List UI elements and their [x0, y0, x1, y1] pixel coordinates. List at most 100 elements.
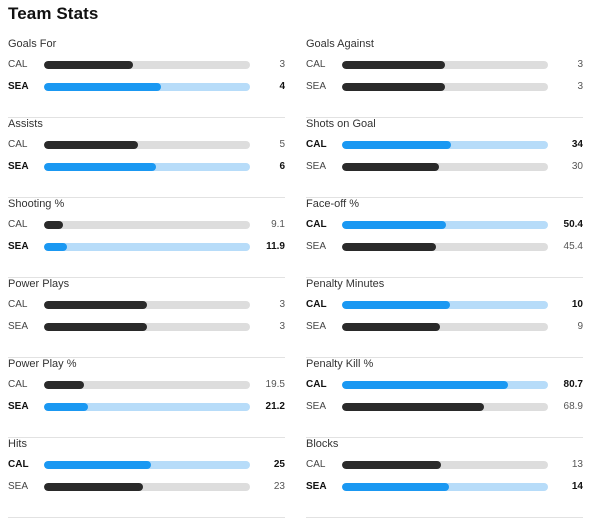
stat-bar-track — [342, 381, 548, 389]
divider — [8, 277, 285, 278]
divider — [306, 357, 583, 358]
team-abbr: CAL — [8, 459, 29, 470]
stat-bar-fill — [44, 381, 84, 389]
stat-bar-track — [342, 221, 548, 229]
stat-bar-track — [44, 163, 250, 171]
team-row-cal: CAL 10 — [306, 297, 583, 313]
stat-bar-fill — [342, 221, 446, 229]
stat-blocks: Blocks CAL 13 SEA 14 — [306, 438, 583, 518]
stat-face-off: Face-off % CAL 50.4 SEA 45.4 — [306, 198, 583, 278]
stat-label: Power Plays — [8, 278, 70, 290]
divider — [306, 197, 583, 198]
stat-penalty-kill: Penalty Kill % CAL 80.7 SEA 68.9 — [306, 358, 583, 438]
stat-label: Penalty Minutes — [306, 278, 385, 290]
stat-value: 14 — [571, 481, 583, 492]
team-row-sea: SEA 21.2 — [8, 399, 285, 415]
team-abbr: SEA — [306, 401, 327, 412]
team-row-sea: SEA 11.9 — [8, 239, 285, 255]
team-abbr: CAL — [8, 379, 28, 390]
divider — [306, 437, 583, 438]
team-row-cal: CAL 3 — [306, 57, 583, 73]
team-row-sea: SEA 4 — [8, 79, 285, 95]
stat-bar-track — [342, 403, 548, 411]
stat-bar-track — [44, 483, 250, 491]
stat-value: 3 — [279, 321, 285, 332]
stat-label: Face-off % — [306, 198, 359, 210]
team-row-cal: CAL 3 — [8, 57, 285, 73]
stat-bar-track — [44, 61, 250, 69]
stat-bar-fill — [342, 243, 436, 251]
stat-label: Goals Against — [306, 38, 374, 50]
stat-value: 25 — [273, 459, 285, 470]
stat-assists: Assists CAL 5 SEA 6 — [8, 118, 285, 198]
stat-bar-fill — [342, 403, 484, 411]
stat-value: 3 — [577, 81, 583, 92]
stat-bar-fill — [342, 483, 449, 491]
stat-label: Blocks — [306, 438, 339, 450]
team-abbr: CAL — [306, 219, 327, 230]
stat-bar-track — [342, 83, 548, 91]
stat-value: 10 — [571, 299, 583, 310]
stat-bar-fill — [342, 381, 508, 389]
team-abbr: SEA — [8, 401, 29, 412]
stat-value: 68.9 — [563, 401, 583, 412]
stat-bar-fill — [342, 163, 439, 171]
stat-value: 13 — [571, 459, 583, 470]
stat-value: 80.7 — [563, 379, 583, 390]
stat-bar-fill — [44, 243, 67, 251]
stat-bar-track — [44, 381, 250, 389]
stat-goals-for: Goals For CAL 3 SEA 4 — [8, 38, 285, 118]
team-row-cal: CAL 3 — [8, 297, 285, 313]
stat-bar-track — [342, 301, 548, 309]
team-abbr: SEA — [306, 481, 327, 492]
stat-shooting: Shooting % CAL 9.1 SEA 11.9 — [8, 198, 285, 278]
team-row-sea: SEA 3 — [306, 79, 583, 95]
team-row-sea: SEA 45.4 — [306, 239, 583, 255]
team-row-cal: CAL 19.5 — [8, 377, 285, 393]
team-abbr: SEA — [8, 321, 29, 332]
stat-bar-track — [342, 163, 548, 171]
stat-label: Assists — [8, 118, 43, 130]
stat-bar-fill — [342, 141, 451, 149]
divider — [8, 117, 285, 118]
page-title: Team Stats — [8, 4, 99, 23]
team-abbr: SEA — [306, 161, 327, 172]
team-abbr: SEA — [306, 81, 327, 92]
stat-bar-track — [44, 83, 250, 91]
stat-bar-track — [342, 323, 548, 331]
team-abbr: SEA — [8, 241, 29, 252]
stat-label: Hits — [8, 438, 27, 450]
stat-value: 50.4 — [563, 219, 583, 230]
stat-bar-fill — [44, 483, 143, 491]
team-abbr: CAL — [8, 219, 28, 230]
stat-bar-track — [342, 483, 548, 491]
stat-power-play: Power Play % CAL 19.5 SEA 21.2 — [8, 358, 285, 438]
divider — [306, 277, 583, 278]
stat-bar-track — [342, 61, 548, 69]
team-row-sea: SEA 6 — [8, 159, 285, 175]
stat-value: 34 — [571, 139, 583, 150]
team-row-sea: SEA 14 — [306, 479, 583, 495]
stat-bar-track — [44, 323, 250, 331]
stat-power-plays: Power Plays CAL 3 SEA 3 — [8, 278, 285, 358]
stat-bar-fill — [342, 61, 445, 69]
team-abbr: CAL — [306, 59, 326, 70]
stat-bar-fill — [342, 323, 440, 331]
divider — [8, 197, 285, 198]
team-abbr: SEA — [8, 81, 29, 92]
team-abbr: CAL — [306, 299, 327, 310]
stat-bar-fill — [44, 301, 147, 309]
stat-value: 11.9 — [266, 241, 285, 252]
stat-bar-track — [44, 403, 250, 411]
team-abbr: CAL — [8, 139, 28, 150]
stat-bar-fill — [44, 61, 133, 69]
stat-bar-track — [342, 141, 548, 149]
team-row-sea: SEA 68.9 — [306, 399, 583, 415]
stat-value: 23 — [273, 481, 285, 492]
stat-bar-fill — [44, 403, 88, 411]
stat-value: 9.1 — [271, 219, 285, 230]
stat-bar-fill — [44, 221, 63, 229]
stat-value: 30 — [571, 161, 583, 172]
team-abbr: SEA — [8, 481, 29, 492]
stat-bar-fill — [342, 83, 445, 91]
